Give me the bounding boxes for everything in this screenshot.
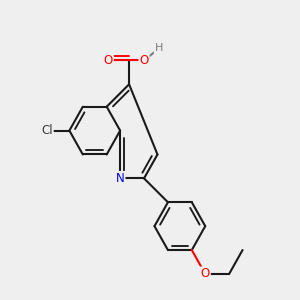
Text: O: O (140, 54, 149, 67)
Text: N: N (116, 172, 124, 185)
Text: O: O (103, 54, 113, 67)
Text: O: O (201, 267, 210, 280)
Text: H: H (155, 44, 163, 53)
Text: Cl: Cl (41, 124, 53, 137)
